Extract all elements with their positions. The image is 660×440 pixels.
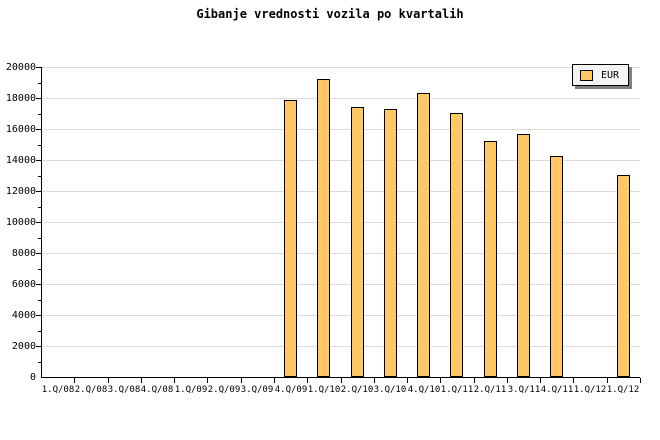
y-minor-tick xyxy=(38,361,41,363)
x-boundary-tick xyxy=(440,378,441,383)
y-axis-label: 20000 xyxy=(5,62,36,73)
x-boundary-tick xyxy=(108,378,109,383)
x-axis-label: 1.Q/08 xyxy=(41,385,75,395)
legend-label: EUR xyxy=(601,69,620,81)
y-gridline xyxy=(41,346,640,347)
x-axis-label: 2.Q/11 xyxy=(473,385,507,395)
x-boundary-tick xyxy=(573,378,574,383)
y-axis-label: 6000 xyxy=(11,279,36,290)
y-axis-label: 0 xyxy=(29,372,36,383)
y-major-tick xyxy=(36,284,41,285)
y-axis-label: 2000 xyxy=(11,341,36,352)
x-boundary-tick xyxy=(607,378,608,383)
x-axis-label: 4.Q/08 xyxy=(140,385,174,395)
x-axis-label: 3.Q/10 xyxy=(373,385,407,395)
y-minor-tick xyxy=(38,330,41,332)
x-boundary-tick xyxy=(307,378,308,383)
x-boundary-tick xyxy=(474,378,475,383)
x-boundary-tick xyxy=(141,378,142,383)
x-boundary-tick xyxy=(74,378,75,383)
y-minor-tick xyxy=(38,175,41,177)
bar-3q10 xyxy=(384,109,397,377)
x-axis-label: 1.Q/10 xyxy=(307,385,341,395)
x-boundary-tick xyxy=(207,378,208,383)
x-boundary-tick xyxy=(341,378,342,383)
x-axis-label: 2.Q/10 xyxy=(340,385,374,395)
y-minor-tick xyxy=(38,82,41,84)
x-boundary-tick xyxy=(407,378,408,383)
x-axis-label: 1.Q/11 xyxy=(440,385,474,395)
bar-2q11 xyxy=(484,141,497,377)
y-gridline xyxy=(41,160,640,161)
y-major-tick xyxy=(36,346,41,347)
bar-1q11 xyxy=(450,113,463,377)
y-major-tick xyxy=(36,160,41,161)
y-minor-tick xyxy=(38,144,41,146)
y-axis-label: 18000 xyxy=(5,93,36,104)
x-axis xyxy=(41,377,640,378)
y-gridline xyxy=(41,191,640,192)
y-axis-label: 12000 xyxy=(5,186,36,197)
x-axis-label: 3.Q/11 xyxy=(507,385,541,395)
y-major-tick xyxy=(36,98,41,99)
x-axis-label: 1.Q/12 xyxy=(606,385,640,395)
y-major-tick xyxy=(36,191,41,192)
x-axis-label: 1.Q/09 xyxy=(174,385,208,395)
x-boundary-tick xyxy=(241,378,242,383)
bar-4q10 xyxy=(417,93,430,377)
legend-swatch-eur xyxy=(580,69,593,81)
y-gridline xyxy=(41,222,640,223)
x-boundary-tick xyxy=(374,378,375,383)
bar-1q10 xyxy=(317,79,330,377)
x-axis-label: 4.Q/11 xyxy=(540,385,574,395)
x-boundary-tick xyxy=(540,378,541,383)
y-major-tick xyxy=(36,315,41,316)
y-gridline xyxy=(41,98,640,99)
y-axis-label: 4000 xyxy=(11,310,36,321)
y-gridline xyxy=(41,284,640,285)
y-gridline xyxy=(41,253,640,254)
y-axis-label: 16000 xyxy=(5,124,36,135)
x-axis-label: 2.Q/08 xyxy=(74,385,108,395)
x-boundary-tick xyxy=(640,378,641,383)
x-axis-label: 1.Q/12 xyxy=(573,385,607,395)
x-boundary-tick xyxy=(174,378,175,383)
y-gridline xyxy=(41,67,640,68)
y-axis-label: 10000 xyxy=(5,217,36,228)
y-minor-tick xyxy=(38,237,41,239)
y-minor-tick xyxy=(38,299,41,301)
x-axis-label: 4.Q/09 xyxy=(274,385,308,395)
x-boundary-tick xyxy=(274,378,275,383)
y-axis xyxy=(41,67,42,378)
y-gridline xyxy=(41,315,640,316)
y-axis-label: 14000 xyxy=(5,155,36,166)
y-minor-tick xyxy=(38,113,41,115)
y-major-tick xyxy=(36,67,41,68)
y-axis-label: 8000 xyxy=(11,248,36,259)
x-axis-label: 4.Q/10 xyxy=(407,385,441,395)
y-gridline xyxy=(41,129,640,130)
x-axis-label: 3.Q/09 xyxy=(240,385,274,395)
y-major-tick xyxy=(36,253,41,254)
bar-2q10 xyxy=(351,107,364,377)
chart-title: Gibanje vrednosti vozila po kvartalih xyxy=(196,7,464,21)
bar-1q12 xyxy=(617,175,630,377)
y-minor-tick xyxy=(38,268,41,270)
y-minor-tick xyxy=(38,206,41,208)
x-axis-label: 3.Q/08 xyxy=(107,385,141,395)
x-boundary-tick xyxy=(507,378,508,383)
y-major-tick xyxy=(36,222,41,223)
bar-4q11 xyxy=(550,156,563,377)
bar-3q11 xyxy=(517,134,530,377)
x-axis-label: 2.Q/09 xyxy=(207,385,241,395)
bar-4q09 xyxy=(284,100,297,377)
legend: EUR xyxy=(572,64,629,86)
y-major-tick xyxy=(36,129,41,130)
